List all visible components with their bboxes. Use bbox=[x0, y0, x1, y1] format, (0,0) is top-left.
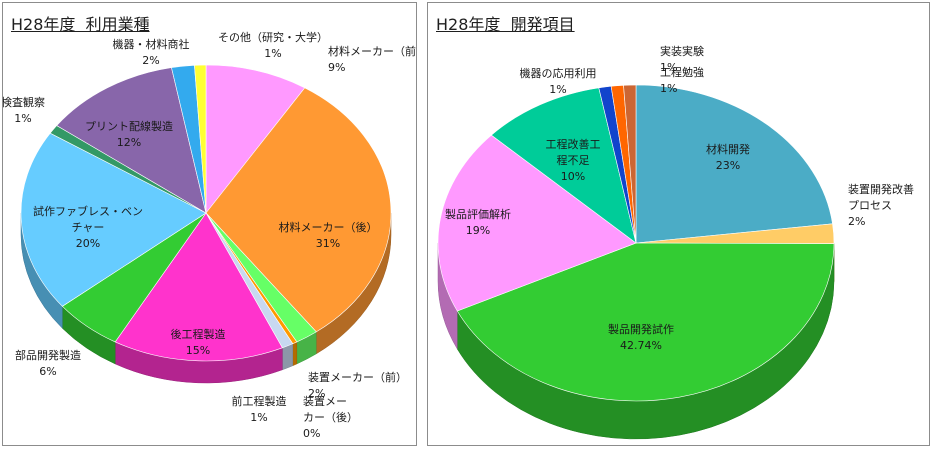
slice-label: 工程勉強 1% bbox=[660, 65, 704, 95]
slice-label: 製品評価解析 19% bbox=[445, 207, 511, 237]
slice-label: その他（研究・大学） 1% bbox=[218, 30, 328, 60]
pie-slice bbox=[56, 67, 207, 214]
pie-slice bbox=[194, 64, 207, 214]
slice-label: 材料メーカー（前）9% bbox=[328, 44, 416, 74]
slice-label: 材料開発 23% bbox=[706, 142, 750, 172]
pie-slice bbox=[437, 134, 637, 312]
slice-label: 試作ファブレス・ベンチャー 20% bbox=[33, 204, 143, 250]
slice-label: 製品開発試作 42.74% bbox=[608, 322, 674, 352]
slice-label: 実装実験 1% bbox=[660, 44, 704, 74]
chart-panel-development: H28年度 開発項目 材料開発 23% 装置開発改善プロセス 2% 製品開発試作 42.7… bbox=[427, 2, 930, 446]
pie-slice bbox=[205, 64, 306, 214]
slice-label: 材料メーカー（後） 31% bbox=[279, 220, 378, 250]
chart-panel-usage: H28年度 利用業種 材料メーカー（前）9% 材料メーカー（後）31% 装置メーカー… bbox=[2, 2, 417, 446]
pie-chart-usage: 材料メーカー（前）9% 材料メーカー（後）31% 装置メーカー（前）2%装置メーカー… bbox=[3, 30, 416, 440]
slice-label: プリント配線製造 12% bbox=[85, 119, 173, 149]
slice-label: 検査観察 1% bbox=[3, 95, 45, 125]
pie-slice bbox=[205, 87, 392, 333]
slice-label: 機器・材料商社 2% bbox=[113, 37, 190, 67]
slice-label: 機器の応用利用 1% bbox=[520, 66, 597, 96]
chart-title: H28年度 利用業種 bbox=[11, 15, 150, 34]
slice-label: 前工程製造 1% bbox=[232, 394, 287, 424]
slice-label: 装置メーカー（後） 0% bbox=[303, 395, 358, 440]
slice-label: 装置メーカー（前） 2% bbox=[308, 370, 407, 400]
pie-slice bbox=[456, 242, 835, 402]
pie-chart-development: 材料開発 23% 装置開発改善プロセス 2% 製品開発試作 42.74% 製品評価解析 19%… bbox=[437, 44, 914, 440]
pie-slice bbox=[114, 212, 283, 362]
slice-label: 工程改善工程不足 10% bbox=[546, 137, 601, 183]
chart-title: H28年度 開発項目 bbox=[436, 15, 575, 34]
pie-slice bbox=[490, 87, 637, 244]
pie-slice bbox=[20, 132, 207, 307]
pie-slice bbox=[635, 84, 833, 244]
slice-label: 部品開発製造 6% bbox=[15, 348, 81, 378]
slice-label: 後工程製造 15% bbox=[171, 327, 226, 357]
pie-slice bbox=[623, 84, 637, 244]
slice-label: 装置開発改善プロセス 2% bbox=[848, 182, 914, 228]
